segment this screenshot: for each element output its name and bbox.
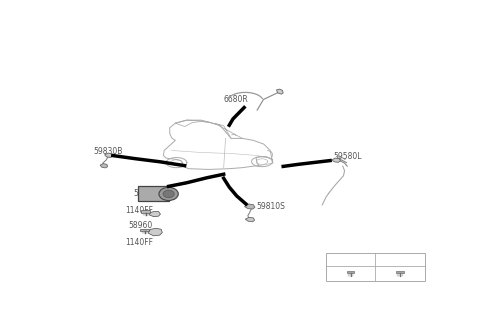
Polygon shape — [276, 89, 283, 94]
Text: 1140FF: 1140FF — [125, 238, 153, 247]
FancyBboxPatch shape — [396, 271, 404, 273]
Polygon shape — [105, 153, 113, 157]
Text: 59830B: 59830B — [94, 147, 123, 156]
Text: 58960: 58960 — [129, 221, 153, 230]
FancyBboxPatch shape — [141, 210, 150, 213]
FancyBboxPatch shape — [347, 271, 354, 273]
Text: 1140FF: 1140FF — [125, 206, 153, 215]
Polygon shape — [244, 204, 255, 209]
Text: 59580L: 59580L — [334, 152, 362, 160]
Polygon shape — [149, 212, 160, 217]
FancyBboxPatch shape — [326, 253, 424, 280]
Circle shape — [163, 190, 174, 198]
Circle shape — [159, 187, 178, 200]
Polygon shape — [332, 158, 340, 162]
Text: 1125DL: 1125DL — [336, 255, 365, 264]
Text: 59810S: 59810S — [256, 201, 285, 211]
Polygon shape — [245, 217, 254, 222]
Text: 6680R: 6680R — [224, 95, 249, 105]
Polygon shape — [148, 228, 162, 236]
Text: 59910B: 59910B — [133, 190, 162, 198]
Text: 1129ED: 1129ED — [385, 255, 415, 264]
Polygon shape — [100, 164, 108, 168]
FancyBboxPatch shape — [140, 229, 149, 231]
FancyBboxPatch shape — [138, 186, 168, 201]
